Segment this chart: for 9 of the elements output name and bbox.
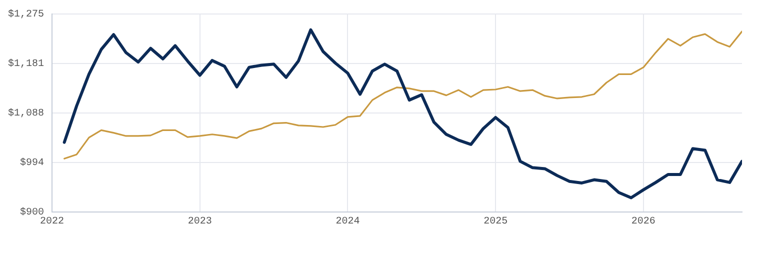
x-tick-label: 2024 — [336, 216, 360, 228]
y-tick-label: $1,181 — [8, 58, 44, 70]
y-tick-label: $1,088 — [8, 108, 44, 120]
y-tick-label: $1,275 — [8, 8, 44, 21]
y-tick-label: $994 — [20, 157, 44, 170]
x-tick-label: 2025 — [484, 216, 508, 228]
x-tick-label: 2022 — [40, 216, 64, 228]
x-tick-label: 2026 — [631, 216, 656, 228]
x-tick-label: 2023 — [188, 216, 212, 228]
